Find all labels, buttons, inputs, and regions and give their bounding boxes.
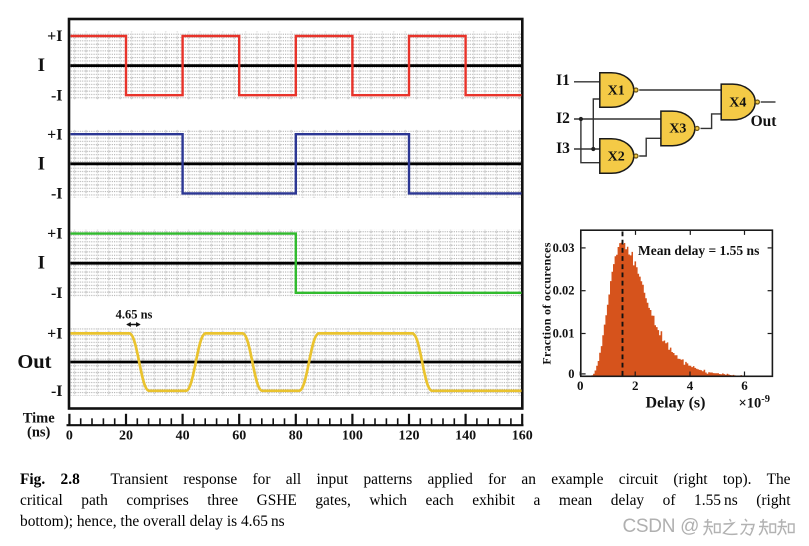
svg-text:I: I bbox=[38, 153, 45, 174]
svg-text:+I: +I bbox=[47, 326, 62, 343]
svg-text:40: 40 bbox=[176, 428, 190, 443]
svg-text:×10-9: ×10-9 bbox=[739, 394, 771, 412]
svg-text:+I: +I bbox=[47, 28, 62, 45]
svg-text:Time: Time bbox=[23, 410, 56, 426]
svg-text:6: 6 bbox=[741, 378, 748, 393]
svg-text:160: 160 bbox=[512, 428, 533, 443]
svg-text:-I: -I bbox=[51, 383, 63, 400]
svg-text:0: 0 bbox=[568, 367, 574, 381]
svg-text:-I: -I bbox=[51, 87, 63, 104]
svg-text:(ns): (ns) bbox=[27, 424, 51, 440]
svg-text:0: 0 bbox=[66, 428, 73, 443]
svg-text:80: 80 bbox=[289, 428, 303, 443]
svg-text:0.01: 0.01 bbox=[553, 327, 575, 341]
svg-text:60: 60 bbox=[232, 428, 246, 443]
svg-text:0.02: 0.02 bbox=[553, 284, 575, 298]
svg-text:I: I bbox=[38, 55, 45, 76]
svg-text:4.65 ns: 4.65 ns bbox=[116, 308, 153, 322]
svg-text:-I: -I bbox=[51, 285, 63, 302]
svg-text:+I: +I bbox=[47, 126, 62, 143]
svg-text:X1: X1 bbox=[608, 83, 625, 98]
svg-text:0.03: 0.03 bbox=[553, 241, 575, 255]
svg-text:2: 2 bbox=[632, 378, 639, 393]
svg-text:Mean delay = 1.55 ns: Mean delay = 1.55 ns bbox=[638, 243, 759, 258]
svg-text:I: I bbox=[38, 253, 45, 274]
svg-text:X2: X2 bbox=[608, 149, 625, 164]
svg-text:I3: I3 bbox=[556, 140, 570, 157]
svg-text:100: 100 bbox=[342, 428, 363, 443]
svg-text:X4: X4 bbox=[729, 95, 746, 110]
svg-text:+I: +I bbox=[47, 226, 62, 243]
svg-text:120: 120 bbox=[399, 428, 420, 443]
svg-text:-I: -I bbox=[51, 186, 63, 203]
svg-text:4: 4 bbox=[687, 378, 694, 393]
svg-text:I1: I1 bbox=[556, 72, 570, 89]
svg-text:X3: X3 bbox=[669, 122, 686, 137]
svg-text:I2: I2 bbox=[556, 110, 570, 127]
svg-text:Out: Out bbox=[751, 113, 778, 130]
svg-text:Delay (s): Delay (s) bbox=[646, 394, 706, 411]
svg-text:0: 0 bbox=[577, 378, 584, 393]
svg-text:140: 140 bbox=[455, 428, 476, 443]
svg-text:20: 20 bbox=[119, 428, 133, 443]
svg-text:Out: Out bbox=[17, 351, 51, 373]
svg-text:Fraction of occurences: Fraction of occurences bbox=[540, 242, 554, 364]
